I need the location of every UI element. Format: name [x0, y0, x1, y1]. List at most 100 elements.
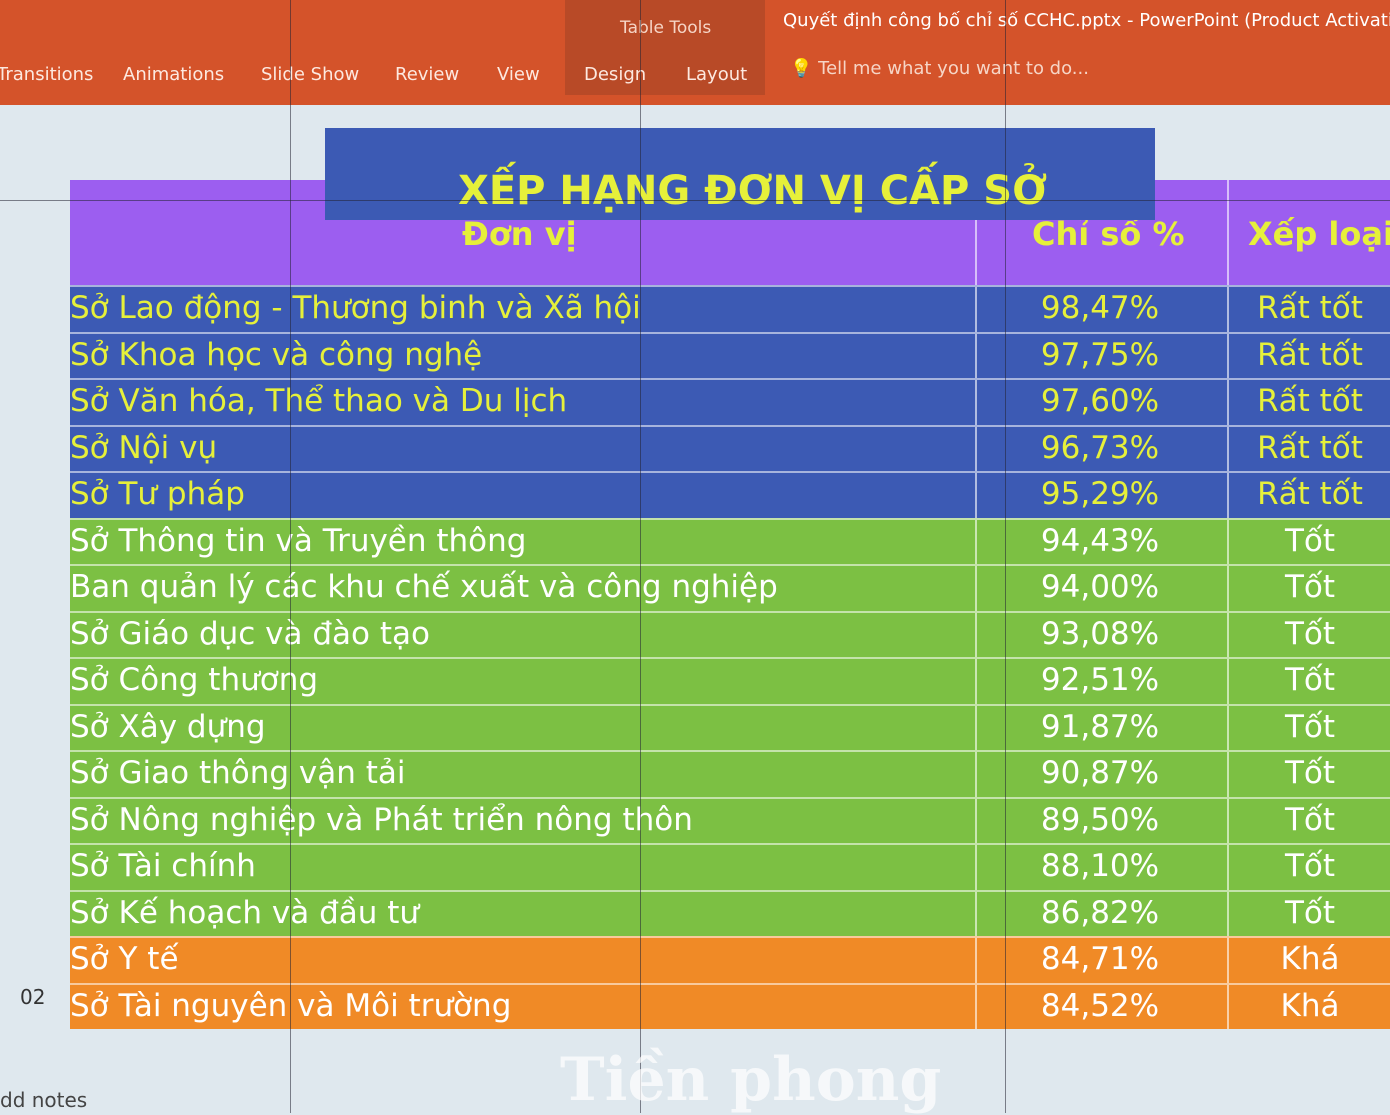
table-row[interactable]: Sở Văn hóa, Thể thao và Du lịch 97,60% R… [70, 378, 1390, 425]
tab-transitions[interactable]: Transitions [0, 64, 94, 85]
table-row[interactable]: Sở Nông nghiệp và Phát triển nông thôn 8… [70, 796, 1390, 843]
tell-me-text: Tell me what you want to do... [818, 58, 1089, 79]
column-divider [975, 984, 977, 1029]
unit-cell: Sở Xây dựng [70, 708, 266, 745]
table-row[interactable]: Sở Giáo dục và đào tạo 93,08% Tốt [70, 610, 1390, 657]
rank-cell: Rất tốt [1257, 429, 1363, 466]
score-cell: 97,60% [1040, 383, 1160, 419]
rank-cell: Tốt [1284, 848, 1336, 884]
column-divider [975, 287, 977, 332]
column-divider [1227, 612, 1229, 657]
table-row[interactable]: Sở Tài chính 88,10% Tốt [70, 843, 1390, 890]
table-row[interactable]: Sở Thông tin và Truyền thông 94,43% Tốt [70, 517, 1390, 564]
unit-cell: Sở Lao động - Thương binh và Xã hội [70, 290, 641, 326]
column-divider [975, 426, 977, 471]
tab-review[interactable]: Review [395, 64, 460, 85]
unit-cell: Sở Công thương [70, 662, 319, 698]
unit-cell: Sở Y tế [70, 941, 179, 977]
table-row[interactable]: Sở Giao thông vận tải 90,87% Tốt [70, 750, 1390, 797]
column-divider [975, 705, 977, 750]
score-cell: 96,73% [1040, 429, 1160, 466]
score-cell: 84,71% [1040, 941, 1160, 977]
slide-title: XẾP HẠNG ĐƠN VỊ CẤP SỞ [458, 168, 1048, 214]
score-cell: 95,29% [1040, 476, 1160, 512]
header-rank: Xếp loại [1248, 215, 1390, 253]
column-divider [975, 333, 977, 378]
rank-cell: Khá [1280, 941, 1340, 977]
score-cell: 90,87% [1040, 755, 1160, 791]
column-divider [975, 938, 977, 983]
score-cell: 94,00% [1040, 569, 1160, 605]
rank-cell: Tốt [1284, 708, 1336, 745]
header-unit: Đơn vị [462, 215, 577, 253]
score-cell: 91,87% [1040, 708, 1160, 745]
table-tools-group [565, 0, 765, 95]
header-score: Chỉ số % [1032, 215, 1185, 253]
unit-cell: Sở Thông tin và Truyền thông [70, 522, 527, 559]
column-divider [1227, 659, 1229, 704]
unit-cell: Sở Giao thông vận tải [70, 755, 406, 791]
unit-cell: Sở Nội vụ [70, 429, 218, 466]
tell-me-search[interactable]: 💡 Tell me what you want to do... [790, 58, 1089, 79]
table-row[interactable]: Sở Tài nguyên và Môi trường 84,52% Khá [70, 982, 1390, 1029]
tab-design[interactable]: Design [584, 64, 647, 85]
table-row[interactable]: Sở Lao động - Thương binh và Xã hội 98,4… [70, 285, 1390, 332]
score-cell: 84,52% [1040, 987, 1160, 1024]
column-divider [1227, 938, 1229, 983]
window-title: Quyết định công bố chỉ số CCHC.pptx - Po… [783, 10, 1390, 31]
score-cell: 98,47% [1040, 290, 1160, 326]
table-row[interactable]: Ban quản lý các khu chế xuất và công ngh… [70, 564, 1390, 611]
column-divider [975, 612, 977, 657]
score-cell: 89,50% [1040, 801, 1160, 838]
column-divider [1227, 519, 1229, 564]
table-row[interactable]: Sở Nội vụ 96,73% Rất tốt [70, 424, 1390, 471]
tab-layout[interactable]: Layout [686, 64, 748, 85]
table-tools-label: Table Tools [620, 18, 712, 38]
score-cell: 86,82% [1040, 894, 1160, 931]
column-divider [1227, 752, 1229, 797]
rank-cell: Tốt [1284, 522, 1336, 559]
add-notes[interactable]: dd notes [0, 1088, 88, 1112]
column-divider [1227, 798, 1229, 843]
tab-animations[interactable]: Animations [123, 64, 225, 85]
column-divider [1227, 380, 1229, 425]
score-cell: 93,08% [1040, 615, 1160, 652]
column-divider [975, 519, 977, 564]
column-divider [975, 380, 977, 425]
table-row[interactable]: Sở Tư pháp 95,29% Rất tốt [70, 471, 1390, 518]
rank-cell: Tốt [1284, 894, 1336, 931]
score-cell: 97,75% [1040, 336, 1160, 373]
unit-cell: Ban quản lý các khu chế xuất và công ngh… [70, 569, 778, 605]
column-divider [975, 473, 977, 518]
table-row[interactable]: Sở Công thương 92,51% Tốt [70, 657, 1390, 704]
table-row[interactable]: Sở Xây dựng 91,87% Tốt [70, 703, 1390, 750]
column-divider [1227, 845, 1229, 890]
column-divider [975, 798, 977, 843]
table-row[interactable]: Sở Y tế 84,71% Khá [70, 936, 1390, 983]
table-row[interactable]: Sở Kế hoạch và đầu tư 86,82% Tốt [70, 889, 1390, 936]
rank-cell: Rất tốt [1257, 336, 1363, 373]
lightbulb-icon: 💡 [790, 58, 813, 79]
ranking-table[interactable]: Đơn vị Chỉ số % Xếp loại Sở Lao động - T… [70, 180, 1390, 1029]
column-divider [1227, 333, 1229, 378]
column-divider [1227, 984, 1229, 1029]
column-divider [975, 752, 977, 797]
watermark-logo: Tiền phong [560, 1045, 942, 1115]
tab-view[interactable]: View [497, 64, 540, 85]
title-box[interactable] [325, 128, 1155, 220]
column-divider [1227, 705, 1229, 750]
score-cell: 88,10% [1040, 848, 1160, 884]
rank-cell: Tốt [1284, 662, 1336, 698]
column-divider [975, 659, 977, 704]
rank-cell: Rất tốt [1257, 476, 1363, 512]
rank-cell: Tốt [1284, 615, 1336, 652]
unit-cell: Sở Tài chính [70, 848, 256, 884]
rank-cell: Rất tốt [1257, 290, 1363, 326]
column-divider [1227, 566, 1229, 611]
column-divider [1227, 287, 1229, 332]
rank-cell: Tốt [1284, 569, 1336, 605]
tab-slide-show[interactable]: Slide Show [261, 64, 360, 85]
rank-cell: Tốt [1284, 801, 1336, 838]
table-row[interactable]: Sở Khoa học và công nghệ 97,75% Rất tốt [70, 331, 1390, 378]
score-cell: 92,51% [1040, 662, 1160, 698]
